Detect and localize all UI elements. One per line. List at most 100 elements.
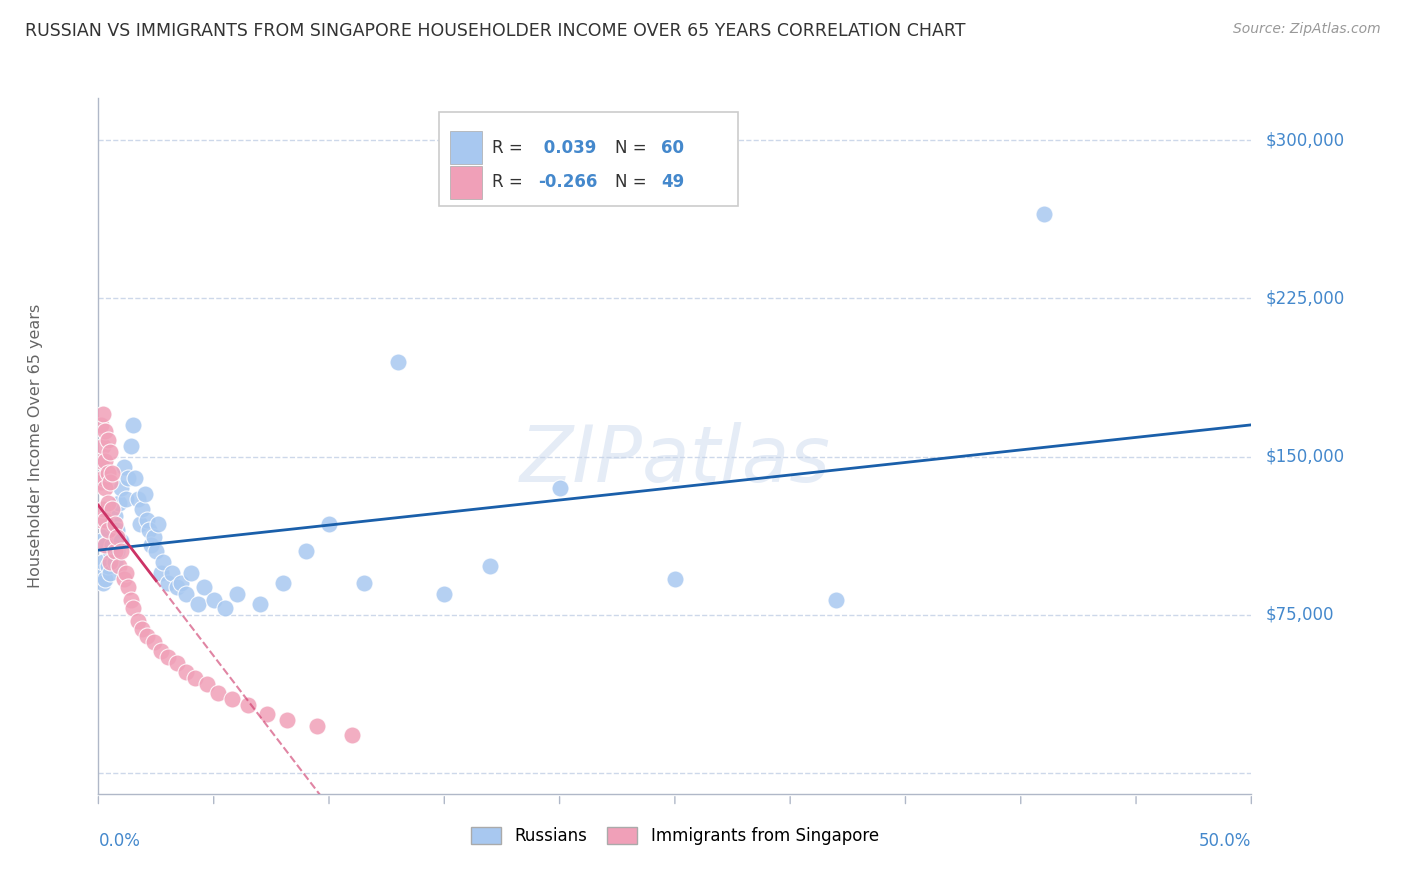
- Point: [98, 445, 121, 459]
- Point: [1032, 207, 1054, 221]
- Legend: Russians, Immigrants from Singapore: Russians, Immigrants from Singapore: [464, 820, 886, 852]
- Point: [122, 417, 145, 432]
- Point: [105, 530, 128, 544]
- Point: [91, 555, 114, 569]
- Point: [174, 586, 197, 600]
- Bar: [450, 131, 482, 164]
- Point: [117, 580, 139, 594]
- Point: [825, 593, 848, 607]
- Point: [97, 524, 120, 538]
- Point: [138, 524, 160, 538]
- Point: [110, 481, 132, 495]
- Point: [91, 408, 114, 422]
- Point: [108, 559, 131, 574]
- Point: [98, 555, 121, 569]
- Point: [98, 544, 121, 558]
- Point: [108, 496, 131, 510]
- Point: [98, 566, 121, 580]
- Point: [90, 566, 112, 580]
- Point: [129, 516, 152, 531]
- Point: [94, 513, 117, 527]
- Point: [105, 524, 128, 538]
- Point: [387, 354, 409, 368]
- Point: [141, 538, 163, 552]
- Point: [115, 491, 138, 506]
- Point: [256, 706, 278, 721]
- Point: [195, 677, 218, 691]
- Text: R =: R =: [492, 173, 527, 192]
- Point: [238, 698, 260, 713]
- Text: 0.0%: 0.0%: [98, 832, 141, 850]
- Point: [101, 538, 124, 552]
- Point: [91, 439, 114, 453]
- Point: [135, 629, 157, 643]
- Point: [271, 576, 294, 591]
- Point: [127, 491, 149, 506]
- Point: [90, 417, 112, 432]
- Point: [142, 530, 165, 544]
- Point: [131, 502, 153, 516]
- Point: [145, 544, 167, 558]
- Point: [120, 439, 142, 453]
- Point: [135, 513, 157, 527]
- Point: [103, 555, 125, 569]
- Point: [193, 580, 215, 594]
- Point: [112, 572, 135, 586]
- Text: Householder Income Over 65 years: Householder Income Over 65 years: [28, 304, 42, 588]
- Point: [214, 601, 236, 615]
- Point: [187, 597, 209, 611]
- Point: [207, 686, 229, 700]
- Text: 60: 60: [661, 139, 685, 157]
- Point: [156, 649, 179, 664]
- Point: [94, 538, 117, 552]
- Text: 49: 49: [661, 173, 685, 192]
- Bar: [450, 166, 482, 199]
- Point: [295, 544, 318, 558]
- Point: [149, 566, 172, 580]
- Text: -0.266: -0.266: [537, 173, 598, 192]
- Text: 50.0%: 50.0%: [1199, 832, 1251, 850]
- Point: [156, 576, 179, 591]
- Point: [97, 433, 120, 447]
- Point: [90, 513, 112, 527]
- Point: [101, 516, 124, 531]
- Point: [91, 502, 114, 516]
- Text: $150,000: $150,000: [1265, 448, 1344, 466]
- Point: [166, 656, 188, 670]
- Point: [97, 496, 120, 510]
- Point: [94, 481, 117, 495]
- Point: [166, 580, 188, 594]
- Point: [433, 586, 456, 600]
- Text: N =: N =: [614, 173, 652, 192]
- Point: [94, 454, 117, 468]
- Point: [94, 538, 117, 552]
- Point: [174, 665, 197, 679]
- Text: $75,000: $75,000: [1265, 606, 1334, 624]
- Text: R =: R =: [492, 139, 527, 157]
- Point: [180, 566, 202, 580]
- Point: [160, 566, 183, 580]
- Point: [90, 533, 112, 548]
- Point: [152, 555, 174, 569]
- Point: [97, 524, 120, 538]
- FancyBboxPatch shape: [439, 112, 738, 206]
- Text: Source: ZipAtlas.com: Source: ZipAtlas.com: [1233, 22, 1381, 37]
- Text: $300,000: $300,000: [1265, 131, 1344, 149]
- Point: [340, 728, 363, 742]
- Point: [91, 576, 114, 591]
- Point: [134, 487, 156, 501]
- Point: [318, 516, 340, 531]
- Text: N =: N =: [614, 139, 652, 157]
- Point: [149, 643, 172, 657]
- Point: [103, 516, 125, 531]
- Point: [664, 572, 686, 586]
- Text: RUSSIAN VS IMMIGRANTS FROM SINGAPORE HOUSEHOLDER INCOME OVER 65 YEARS CORRELATIO: RUSSIAN VS IMMIGRANTS FROM SINGAPORE HOU…: [25, 22, 966, 40]
- Point: [221, 692, 243, 706]
- Point: [479, 559, 502, 574]
- Point: [112, 460, 135, 475]
- Text: $225,000: $225,000: [1265, 289, 1344, 308]
- Point: [249, 597, 271, 611]
- Point: [131, 623, 153, 637]
- Point: [142, 635, 165, 649]
- Point: [124, 470, 146, 484]
